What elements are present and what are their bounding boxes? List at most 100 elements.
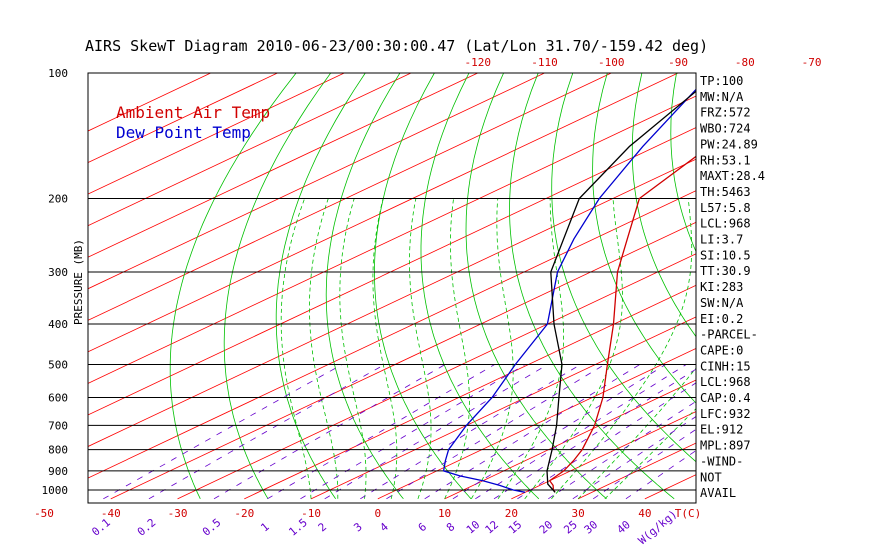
- stat-item: LFC:932: [700, 407, 751, 421]
- moist-adiabat-line: [309, 198, 339, 499]
- top-temperature-tick-label: -80: [735, 56, 755, 69]
- mixing-ratio-line: [475, 364, 687, 500]
- isotherm-line: [88, 95, 696, 384]
- stat-item: TH:5463: [700, 185, 751, 199]
- top-temperature-tick-label: -70: [802, 56, 822, 69]
- mixing-ratio-line: [572, 416, 696, 500]
- mixing-ratio-line: [424, 364, 641, 500]
- dry-adiabat-line: [169, 73, 297, 499]
- moist-adiabat-line: [409, 198, 432, 499]
- temperature-tick-label: 30: [571, 507, 584, 520]
- mixing-ratio-line: [148, 364, 385, 500]
- legend-item-dewpoint: Dew Point Temp: [116, 123, 251, 142]
- temperature-tick-label: 10: [438, 507, 451, 520]
- thermo-grid: [88, 73, 870, 500]
- isotherm-line: [88, 73, 478, 258]
- mixing-ratio-tick-label: 25: [561, 518, 580, 536]
- mixing-ratio-tick-label: 0.5: [200, 516, 224, 539]
- stat-item: SI:10.5: [700, 248, 751, 262]
- temperature-tick-label: -40: [101, 507, 121, 520]
- pressure-tick-label: 800: [48, 444, 68, 457]
- mixing-ratio-line: [517, 382, 696, 500]
- dry-adiabat-line: [631, 73, 696, 338]
- temperature-tick-label: 20: [505, 507, 518, 520]
- dry-adiabat-line: [670, 73, 696, 253]
- legend-item-temperature: Ambient Air Temp: [116, 103, 270, 122]
- isotherm-line: [88, 127, 696, 416]
- pressure-tick-label: 700: [48, 419, 68, 432]
- mixing-ratio-tick-label: 15: [506, 518, 525, 536]
- stat-item: LI:3.7: [700, 233, 743, 247]
- mixing-ratio-tick-label: 10: [464, 518, 483, 536]
- temperature-tick-label: -30: [168, 507, 188, 520]
- isotherm-line: [310, 316, 696, 500]
- isotherm-line: [444, 379, 696, 500]
- stat-item: -PARCEL-: [700, 328, 758, 342]
- stat-item: CINH:15: [700, 359, 751, 373]
- mixing-ratio-line: [452, 364, 666, 500]
- mixing-ratio-tick-label: 40: [614, 518, 633, 536]
- pressure-tick-label: 100: [48, 67, 68, 80]
- mixing-ratio-tick-label: 4: [377, 520, 391, 534]
- stat-item: MPL:897: [700, 439, 751, 453]
- stat-item: MAXT:28.4: [700, 169, 765, 183]
- temperature-tick-label: -20: [234, 507, 254, 520]
- isotherm-line: [88, 73, 612, 321]
- pressure-tick-label: 1000: [42, 484, 69, 497]
- stat-item: AVAIL: [700, 486, 736, 500]
- dry-adiabat-line: [420, 73, 540, 500]
- dry-adiabat-line: [223, 73, 332, 500]
- top-temperature-tick-label: -110: [531, 56, 558, 69]
- mixing-ratio-tick-label: 1: [258, 520, 271, 534]
- mixing-ratio-line: [592, 428, 696, 500]
- dry-adiabat-line: [745, 73, 870, 499]
- chart-title: AIRS SkewT Diagram 2010-06-23/00:30:00.4…: [85, 37, 708, 55]
- isotherm-line: [511, 411, 696, 500]
- pressure-tick-label: 400: [48, 318, 68, 331]
- stat-item: SW:N/A: [700, 296, 744, 310]
- top-temperature-tick-label: -60: [868, 56, 870, 69]
- mixing-ratio-line: [386, 364, 605, 500]
- sounding-curves: [442, 88, 696, 493]
- mixing-ratio-tick-label: 20: [537, 518, 556, 536]
- stat-item: NOT: [700, 470, 722, 484]
- moist-adiabat-line: [497, 198, 564, 500]
- isotherm-line: [88, 73, 345, 195]
- dry-adiabat-line: [509, 73, 675, 500]
- dry-adiabat-line: [325, 73, 404, 500]
- stat-item: TP:100: [700, 74, 743, 88]
- dry-adiabat-line: [551, 73, 696, 463]
- pressure-tick-label: 900: [48, 465, 68, 478]
- top-temperature-tick-label: -100: [598, 56, 625, 69]
- dry-adiabat-line: [592, 73, 696, 404]
- mixing-ratio-tick-label: 2: [316, 520, 329, 534]
- stat-item: FRZ:572: [700, 106, 751, 120]
- pressure-tick-label: 200: [48, 193, 68, 206]
- mixing-ratio-tick-label: 30: [582, 518, 601, 536]
- mixing-ratio-line: [300, 364, 526, 500]
- isotherm-line: [778, 73, 870, 499]
- mixing-ratio-tick-label: 0.2: [135, 516, 159, 539]
- stat-item: RH:53.1: [700, 153, 751, 167]
- mixing-ratio-line: [548, 400, 696, 500]
- isotherm-line: [88, 73, 679, 353]
- stat-item: LCL:968: [700, 375, 751, 389]
- mixing-ratio-tick-label: 8: [444, 520, 457, 534]
- top-temperature-tick-label: -90: [668, 56, 688, 69]
- stat-item: KI:283: [700, 280, 743, 294]
- moist-adiabat-line: [444, 198, 470, 499]
- mixing-ratio-tick-label: 6: [416, 520, 429, 534]
- moist-adiabat-line: [604, 408, 696, 500]
- stat-item: PW:24.89: [700, 137, 758, 151]
- temperature-tick-label: -50: [34, 507, 54, 520]
- moist-adiabat-line: [551, 198, 693, 500]
- mixing-ratio-line: [213, 364, 446, 500]
- moist-adiabat-line: [280, 198, 312, 499]
- mixing-ratio-line: [324, 364, 548, 500]
- isotherm-line: [110, 221, 696, 500]
- isotherm-line: [88, 73, 545, 290]
- stat-item: L57:5.8: [700, 201, 751, 215]
- mixing-ratio-line: [267, 364, 495, 500]
- temperature-profile-line: [548, 155, 696, 493]
